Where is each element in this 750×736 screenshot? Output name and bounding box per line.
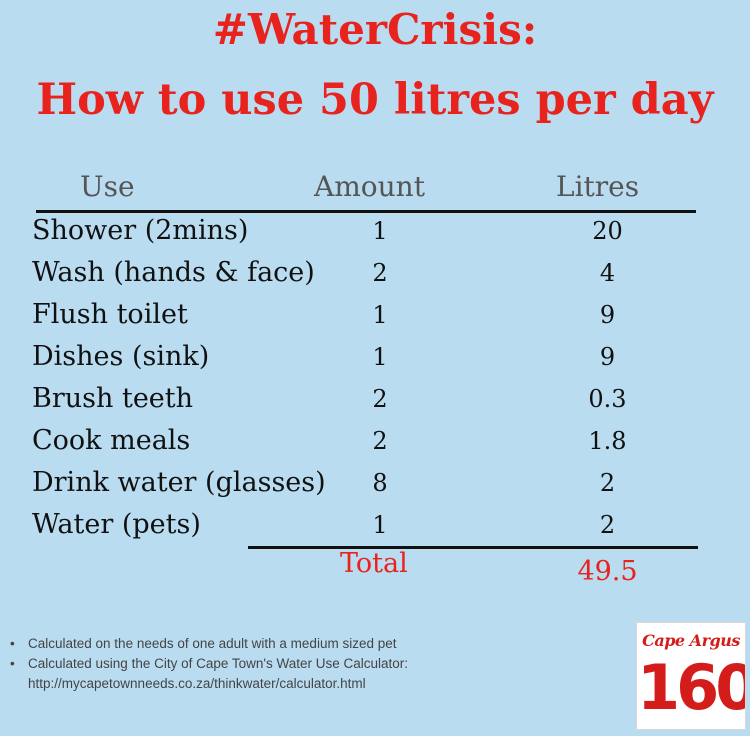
row-amount: 8 [372, 469, 388, 497]
row-litres: 0.3 [588, 385, 627, 413]
row-use: Dishes (sink) [32, 341, 210, 372]
total-label: Total [340, 548, 408, 579]
logo-number: 160 [637, 651, 746, 724]
row-amount: 2 [372, 385, 388, 413]
row-litres: 2 [599, 469, 616, 497]
row-use: Drink water (glasses) [32, 467, 326, 498]
row-litres: 9 [599, 301, 616, 329]
row-amount: 1 [372, 217, 388, 245]
footnote-url: http://mycapetownneeds.co.za/thinkwater/… [28, 676, 366, 691]
cape-argus-logo: Cape Argus 160 [636, 622, 746, 730]
table-row: Cook meals 2 1.8 [0, 420, 750, 462]
page-title: #WaterCrisis: [212, 5, 538, 54]
total-value: 49.5 [577, 556, 638, 587]
table-row: Water (pets) 1 2 [0, 504, 750, 546]
table-row: Shower (2mins) 1 20 [0, 210, 750, 252]
bullet-icon: • [10, 656, 15, 671]
header-use: Use [80, 170, 135, 203]
row-litres: 2 [599, 511, 616, 539]
row-use: Cook meals [32, 425, 191, 456]
bullet-icon: • [10, 636, 15, 651]
footnote-item: • Calculated using the City of Cape Town… [8, 654, 608, 674]
footnotes: • Calculated on the needs of one adult w… [8, 634, 608, 694]
row-litres: 20 [592, 217, 623, 245]
total-divider [248, 546, 698, 549]
table-row: Flush toilet 1 9 [0, 294, 750, 336]
row-use: Flush toilet [32, 299, 188, 330]
row-use: Wash (hands & face) [32, 257, 315, 288]
row-amount: 2 [372, 427, 388, 455]
row-amount: 1 [372, 301, 388, 329]
header-litres: Litres [556, 170, 640, 203]
row-use: Shower (2mins) [32, 215, 249, 246]
row-litres: 9 [599, 343, 616, 371]
table-row: Brush teeth 2 0.3 [0, 378, 750, 420]
row-amount: 1 [372, 343, 388, 371]
footnote-text: Calculated using the City of Cape Town's… [28, 656, 409, 671]
page-subtitle: How to use 50 litres per day [36, 75, 714, 125]
footnote-text: Calculated on the needs of one adult wit… [28, 636, 397, 651]
header-amount: Amount [314, 170, 425, 203]
table-row: Drink water (glasses) 8 2 [0, 462, 750, 504]
footnote-item: • Calculated on the needs of one adult w… [8, 634, 608, 654]
header-divider [36, 210, 696, 213]
table-row: Wash (hands & face) 2 4 [0, 252, 750, 294]
row-litres: 4 [599, 259, 616, 287]
row-use: Brush teeth [32, 383, 194, 414]
row-use: Water (pets) [32, 509, 201, 540]
logo-name: Cape Argus [642, 631, 740, 650]
row-amount: 2 [372, 259, 388, 287]
row-litres: 1.8 [588, 427, 627, 455]
table-row: Dishes (sink) 1 9 [0, 336, 750, 378]
row-amount: 1 [372, 511, 388, 539]
